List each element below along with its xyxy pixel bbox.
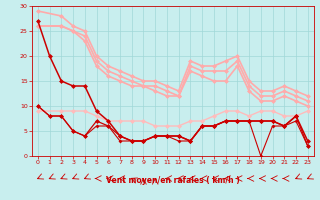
X-axis label: Vent moyen/en rafales ( km/h ): Vent moyen/en rafales ( km/h ) bbox=[106, 176, 240, 185]
